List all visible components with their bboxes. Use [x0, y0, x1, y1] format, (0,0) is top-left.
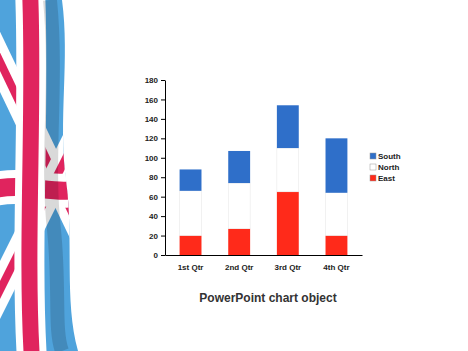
y-tick-label: 80	[149, 173, 158, 182]
legend-item: East	[370, 174, 395, 183]
y-tick: 140	[145, 115, 165, 124]
y-tick-mark	[161, 197, 165, 198]
x-tick-label: 4th Qtr	[323, 263, 349, 272]
y-tick: 80	[149, 173, 165, 182]
y-tick-mark	[161, 99, 165, 100]
y-tick: 160	[145, 96, 165, 105]
bar	[180, 169, 202, 190]
x-tick: 4th Qtr	[323, 255, 349, 272]
chart-title: PowerPoint chart object	[199, 291, 336, 305]
y-tick-mark	[161, 236, 165, 237]
y-tick-label: 100	[145, 154, 159, 163]
x-axis-line	[166, 255, 363, 256]
y-tick: 100	[145, 154, 165, 163]
x-tick: 3rd Qtr	[274, 255, 301, 272]
flag-decoration	[0, 0, 90, 351]
y-tick-label: 160	[145, 96, 159, 105]
y-tick-mark	[161, 255, 165, 256]
y-tick: 40	[149, 212, 165, 221]
bar	[277, 105, 299, 148]
x-tick: 1st Qtr	[178, 255, 204, 272]
bar	[326, 193, 348, 236]
series	[180, 148, 348, 235]
legend-swatch	[370, 153, 376, 159]
y-tick-label: 180	[145, 76, 159, 85]
y-tick-label: 40	[149, 212, 158, 221]
bar	[228, 229, 250, 255]
bar	[277, 192, 299, 255]
x-tick-label: 1st Qtr	[178, 263, 204, 272]
y-tick-label: 0	[154, 251, 159, 260]
y-tick-mark	[161, 138, 165, 139]
y-tick-mark	[161, 158, 165, 159]
bar	[277, 148, 299, 192]
legend-swatch	[370, 164, 376, 170]
x-tick: 2nd Qtr	[225, 255, 253, 272]
bar	[326, 236, 348, 255]
bar	[228, 151, 250, 183]
bar	[180, 236, 202, 255]
y-tick-label: 140	[145, 115, 159, 124]
x-tick-label: 3rd Qtr	[274, 263, 301, 272]
legend-item: North	[370, 163, 399, 172]
y-axis: 0 20 40 60 80 100 120 140 160 180	[145, 76, 166, 260]
y-tick: 180	[145, 76, 165, 85]
chart-svg: 0 20 40 60 80 100 120 140 160 180 1st Qtr 2nd Qtr 3r…	[0, 0, 468, 351]
y-tick-mark	[161, 216, 165, 217]
y-tick-mark	[161, 80, 165, 81]
flag-stripe	[29, 0, 32, 351]
y-tick-label: 60	[149, 193, 158, 202]
bar	[180, 191, 202, 236]
y-tick: 120	[145, 134, 165, 143]
y-tick-label: 120	[145, 134, 159, 143]
legend-label: East	[378, 174, 395, 183]
plot-area	[180, 105, 348, 255]
x-tick-label: 2nd Qtr	[225, 263, 253, 272]
flag-stripe	[29, 0, 32, 351]
y-axis-line	[165, 81, 166, 256]
series	[180, 192, 348, 255]
bar	[326, 138, 348, 192]
legend-label: North	[378, 163, 399, 172]
y-tick: 0	[154, 251, 165, 260]
y-tick: 60	[149, 193, 165, 202]
y-tick-mark	[161, 119, 165, 120]
y-tick-label: 20	[149, 232, 158, 241]
legend-swatch	[370, 175, 376, 181]
x-axis: 1st Qtr 2nd Qtr 3rd Qtr 4th Qtr	[166, 255, 363, 272]
y-tick-mark	[161, 177, 165, 178]
bar	[228, 183, 250, 229]
legend-item: South	[370, 152, 401, 161]
flag-shade	[50, 0, 62, 351]
legend-label: South	[378, 152, 401, 161]
y-tick: 20	[149, 232, 165, 241]
series	[180, 105, 348, 192]
legend: South North East	[370, 152, 401, 183]
